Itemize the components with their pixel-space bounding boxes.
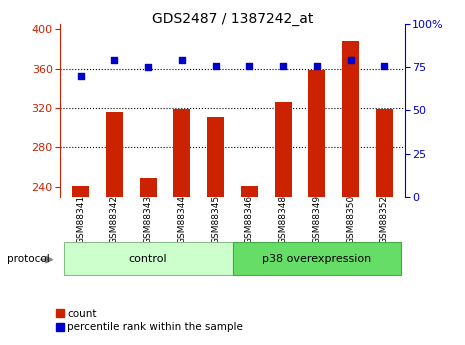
Text: GSM88342: GSM88342 [110, 195, 119, 244]
Point [77, 73, 85, 79]
Point [212, 63, 219, 68]
Text: GSM88350: GSM88350 [346, 195, 355, 244]
Bar [173, 109, 190, 197]
Point [246, 63, 253, 68]
Bar [232, 242, 401, 275]
Bar [140, 178, 157, 197]
Text: control: control [129, 254, 167, 264]
Bar [275, 102, 292, 197]
Bar [72, 186, 89, 197]
Point [178, 58, 186, 63]
Text: GSM88346: GSM88346 [245, 195, 254, 244]
Point [347, 58, 354, 63]
Text: protocol: protocol [7, 255, 50, 264]
Text: GSM88341: GSM88341 [76, 195, 85, 244]
Bar [64, 242, 232, 275]
Text: GSM88344: GSM88344 [177, 195, 186, 244]
Point [380, 63, 388, 68]
Text: GSM88348: GSM88348 [279, 195, 288, 244]
Text: GSM88343: GSM88343 [144, 195, 153, 244]
Point [313, 63, 320, 68]
Point [111, 58, 118, 63]
Bar [241, 186, 258, 197]
Point [145, 65, 152, 70]
Legend: count, percentile rank within the sample: count, percentile rank within the sample [52, 305, 247, 336]
Bar [207, 117, 224, 197]
Text: GDS2487 / 1387242_at: GDS2487 / 1387242_at [152, 12, 313, 26]
Text: GSM88349: GSM88349 [312, 195, 321, 244]
Text: GSM88352: GSM88352 [380, 195, 389, 244]
Bar [308, 70, 326, 197]
Text: p38 overexpression: p38 overexpression [262, 254, 372, 264]
Point [279, 63, 287, 68]
Bar [106, 112, 123, 197]
Text: GSM88345: GSM88345 [211, 195, 220, 244]
Bar [342, 41, 359, 197]
Bar [376, 109, 393, 197]
